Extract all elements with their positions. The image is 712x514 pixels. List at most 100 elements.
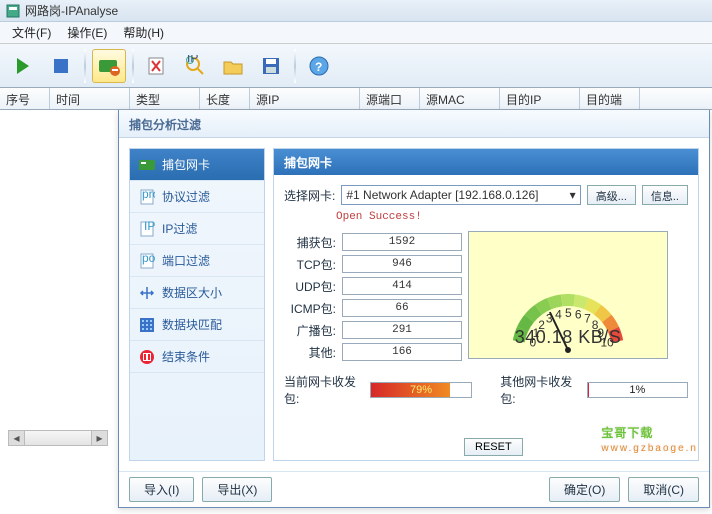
toolbar-separator bbox=[84, 49, 86, 83]
stat-row: ICMP包: 66 bbox=[284, 297, 462, 319]
filter-dialog: 捕包分析过滤 捕包网卡 prot 协议过滤 IP IP过滤 port 端口过滤数据区大小数据… bbox=[118, 110, 710, 508]
adapter-value: #1 Network Adapter [192.168.0.126] bbox=[346, 188, 538, 202]
sidebar-item-label: 数据块匹配 bbox=[162, 316, 222, 333]
svg-text:4: 4 bbox=[555, 307, 562, 321]
sidebar-item-label: 端口过滤 bbox=[162, 252, 210, 269]
stat-value: 414 bbox=[342, 277, 462, 295]
other-nic-percent: 1% bbox=[588, 383, 687, 397]
ip-search-button[interactable]: IP bbox=[178, 49, 212, 83]
stat-row: 其他: 166 bbox=[284, 341, 462, 363]
svg-text:?: ? bbox=[315, 60, 322, 74]
save-button[interactable] bbox=[254, 49, 288, 83]
svg-text:prot: prot bbox=[142, 188, 155, 201]
match-icon bbox=[138, 316, 156, 334]
play-button[interactable] bbox=[6, 49, 40, 83]
column-header[interactable]: 长度 bbox=[200, 88, 250, 109]
svg-text:7: 7 bbox=[584, 311, 591, 325]
dialog-footer: 导入(I) 导出(X) 确定(O) 取消(C) bbox=[119, 471, 709, 507]
stat-label: 广播包: bbox=[284, 322, 336, 339]
delete-button[interactable] bbox=[140, 49, 174, 83]
sidebar-item-size[interactable]: 数据区大小 bbox=[130, 277, 264, 309]
current-nic-progress: 79% bbox=[370, 382, 471, 398]
sidebar-item-nic[interactable]: 捕包网卡 bbox=[130, 149, 264, 181]
scroll-left-arrow[interactable]: ◂ bbox=[9, 431, 25, 445]
ip-icon: IP bbox=[138, 220, 156, 238]
dialog-right-panel: 捕包网卡 选择网卡: #1 Network Adapter [192.168.0… bbox=[273, 148, 699, 461]
menu-operate[interactable]: 操作(E) bbox=[59, 22, 115, 43]
stat-value: 66 bbox=[342, 299, 462, 317]
sidebar-item-label: 数据区大小 bbox=[162, 284, 222, 301]
sidebar-item-port[interactable]: port 端口过滤 bbox=[130, 245, 264, 277]
info-button[interactable]: 信息.. bbox=[642, 185, 688, 205]
app-icon bbox=[6, 4, 20, 18]
menubar: 文件(F) 操作(E) 帮助(H) bbox=[0, 22, 712, 44]
current-nic-label: 当前网卡收发包: bbox=[284, 373, 364, 407]
stat-value: 166 bbox=[342, 343, 462, 361]
toolbar-separator-3 bbox=[294, 49, 296, 83]
sidebar-item-label: 结束条件 bbox=[162, 348, 210, 365]
select-adapter-label: 选择网卡: bbox=[284, 187, 335, 204]
sidebar-item-end[interactable]: 结束条件 bbox=[130, 341, 264, 373]
advanced-button[interactable]: 高级... bbox=[587, 185, 636, 205]
column-header[interactable]: 目的IP bbox=[500, 88, 580, 109]
stat-label: ICMP包: bbox=[284, 300, 336, 317]
size-icon bbox=[138, 284, 156, 302]
svg-text:IP: IP bbox=[187, 55, 198, 65]
sidebar-item-ip[interactable]: IP IP过滤 bbox=[130, 213, 264, 245]
column-header[interactable]: 源IP bbox=[250, 88, 360, 109]
menu-help[interactable]: 帮助(H) bbox=[115, 22, 172, 43]
dialog-sidebar: 捕包网卡 prot 协议过滤 IP IP过滤 port 端口过滤数据区大小数据块匹配结束条件 bbox=[129, 148, 265, 461]
sidebar-item-label: 捕包网卡 bbox=[162, 156, 210, 173]
svg-text:port: port bbox=[142, 252, 155, 265]
port-icon: port bbox=[138, 252, 156, 270]
cancel-button[interactable]: 取消(C) bbox=[628, 477, 699, 502]
stat-value: 291 bbox=[342, 321, 462, 339]
reset-button[interactable]: RESET bbox=[464, 438, 523, 456]
scroll-right-arrow[interactable]: ▸ bbox=[91, 431, 107, 445]
proto-icon: prot bbox=[138, 188, 156, 206]
stop-button[interactable] bbox=[44, 49, 78, 83]
sidebar-item-label: 协议过滤 bbox=[162, 188, 210, 205]
nic-button[interactable] bbox=[92, 49, 126, 83]
stat-row: 广播包: 291 bbox=[284, 319, 462, 341]
right-panel-title: 捕包网卡 bbox=[274, 149, 698, 175]
stat-row: TCP包: 946 bbox=[284, 253, 462, 275]
sidebar-item-label: IP过滤 bbox=[162, 220, 197, 237]
stat-row: UDP包: 414 bbox=[284, 275, 462, 297]
gauge-reading: 340.18 KB/S bbox=[469, 327, 667, 348]
stat-value: 946 bbox=[342, 255, 462, 273]
toolbar-separator-2 bbox=[132, 49, 134, 83]
stat-value: 1592 bbox=[342, 233, 462, 251]
svg-text:5: 5 bbox=[565, 306, 572, 320]
adapter-select[interactable]: #1 Network Adapter [192.168.0.126] ▾ bbox=[341, 185, 580, 205]
menu-file[interactable]: 文件(F) bbox=[4, 22, 59, 43]
open-button[interactable] bbox=[216, 49, 250, 83]
export-button[interactable]: 导出(X) bbox=[202, 477, 272, 502]
stats-table: 捕获包:1592TCP包:946UDP包:414ICMP包:66广播包:291其… bbox=[284, 231, 462, 363]
sidebar-item-proto[interactable]: prot 协议过滤 bbox=[130, 181, 264, 213]
column-header[interactable]: 源端口 bbox=[360, 88, 420, 109]
end-icon bbox=[138, 348, 156, 366]
import-button[interactable]: 导入(I) bbox=[129, 477, 194, 502]
dialog-title: 捕包分析过滤 bbox=[119, 110, 709, 138]
stat-label: UDP包: bbox=[284, 278, 336, 295]
column-header[interactable]: 时间 bbox=[50, 88, 130, 109]
open-status-text: Open Success! bbox=[336, 211, 688, 223]
window-titlebar: 网路岗-IPAnalyse bbox=[0, 0, 712, 22]
toolbar: IP ? bbox=[0, 44, 712, 88]
help-button[interactable]: ? bbox=[302, 49, 336, 83]
chevron-down-icon: ▾ bbox=[570, 188, 576, 202]
stat-label: TCP包: bbox=[284, 256, 336, 273]
column-header[interactable]: 目的端口 bbox=[580, 88, 640, 109]
horizontal-scrollbar[interactable]: ◂ ▸ bbox=[8, 430, 108, 446]
stat-label: 其他: bbox=[284, 344, 336, 361]
ok-button[interactable]: 确定(O) bbox=[549, 477, 620, 502]
nic-icon bbox=[138, 156, 156, 174]
sidebar-item-match[interactable]: 数据块匹配 bbox=[130, 309, 264, 341]
column-header[interactable]: 源MAC bbox=[420, 88, 500, 109]
other-nic-progress: 1% bbox=[587, 382, 688, 398]
window-title: 网路岗-IPAnalyse bbox=[25, 2, 118, 19]
column-header[interactable]: 序号 bbox=[0, 88, 50, 109]
column-header[interactable]: 类型 bbox=[130, 88, 200, 109]
main-area: ◂ ▸ 捕包分析过滤 捕包网卡 prot 协议过滤 IP IP过滤 port 端口过滤数据区… bbox=[0, 110, 712, 514]
